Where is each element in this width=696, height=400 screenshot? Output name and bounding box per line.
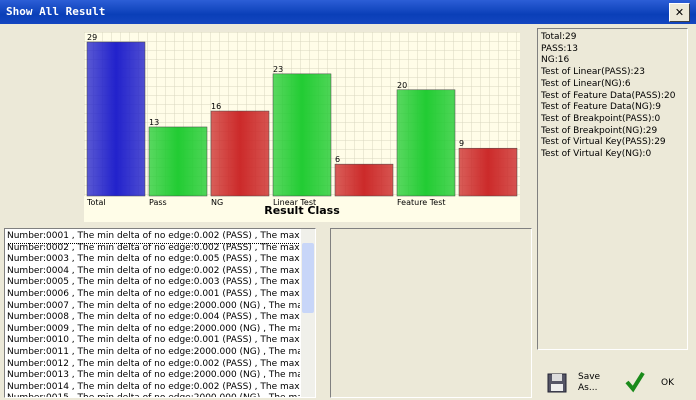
category-label: Linear Test: [273, 198, 316, 207]
result-row: Number:0003 , The min delta of no edge:0…: [7, 254, 300, 265]
ok-button[interactable]: OK: [624, 368, 684, 396]
bar: [272, 73, 332, 197]
result-row: Number:0009 , The min delta of no edge:2…: [7, 323, 300, 334]
result-row: Number:0013 , The min delta of no edge:2…: [7, 370, 300, 381]
result-row: Number:0004 , The min delta of no edge:0…: [7, 265, 300, 276]
result-row: Number:0008 , The min delta of no edge:0…: [7, 312, 300, 323]
summary-line: Test of Linear(PASS):23: [541, 67, 646, 78]
bar: [396, 89, 456, 197]
value-label: 13: [149, 118, 159, 127]
scrollbar[interactable]: [301, 229, 315, 397]
value-label: 9: [459, 139, 464, 148]
summary-line: Test of Breakpoint(PASS):0: [541, 113, 661, 124]
result-rows: Number:0001 , The min delta of no edge:0…: [7, 231, 300, 397]
result-row: Number:0001 , The min delta of no edge:0…: [7, 231, 300, 244]
value-label: 20: [397, 81, 407, 90]
result-row: Number:0012 , The min delta of no edge:0…: [7, 358, 300, 369]
detail-panel: [330, 228, 532, 398]
category-label: Feature Test: [397, 198, 446, 207]
x-axis-title: Result Class: [264, 204, 340, 217]
save-label: Save As...: [578, 372, 601, 393]
result-row: Number:0007 , The min delta of no edge:2…: [7, 300, 300, 311]
summary-list: Total:29 PASS:13 NG:16 Test of Linear(PASS)…: [537, 28, 688, 350]
value-label: 23: [273, 65, 283, 74]
bar: [458, 147, 518, 197]
scroll-thumb[interactable]: [302, 243, 314, 313]
title-bar: Show All Result ✕: [0, 0, 696, 24]
category-label: Pass: [149, 198, 167, 207]
summary-line: Test of Linear(NG):6: [541, 78, 631, 89]
save-button[interactable]: Save As...: [546, 368, 616, 396]
summary-line: Total:29: [541, 32, 577, 42]
value-label: 29: [87, 33, 97, 42]
summary-line: Test of Feature Data(NG):9: [541, 102, 661, 113]
bar: [334, 163, 394, 197]
save-icon: [547, 373, 567, 393]
value-label: 6: [335, 155, 340, 164]
category-label: NG: [211, 198, 223, 207]
summary-line: NG:16: [541, 55, 570, 66]
summary-line: Test of Virtual Key(PASS):29: [541, 137, 666, 148]
result-list[interactable]: Number:0001 , The min delta of no edge:0…: [4, 228, 316, 398]
bar: [148, 126, 208, 197]
ok-label: OK: [661, 378, 674, 388]
bar: [86, 41, 146, 197]
chart: Result Class 29 Total 13 Pass 16 NG 23 Linear T…: [84, 32, 520, 222]
bar: [210, 110, 270, 197]
summary-line: Test of Virtual Key(NG):0: [541, 149, 652, 160]
summary-line: PASS:13: [541, 43, 578, 54]
result-row: Number:0002 , The min delta of no edge:0…: [7, 242, 300, 253]
value-label: 16: [211, 102, 221, 111]
close-button[interactable]: ✕: [669, 3, 690, 22]
result-row: Number:0006 , The min delta of no edge:0…: [7, 288, 300, 299]
category-label: Total: [86, 198, 106, 207]
summary-line: Test of Feature Data(PASS):20: [541, 90, 676, 101]
window-title: Show All Result: [6, 5, 106, 18]
result-row: Number:0011 , The min delta of no edge:2…: [7, 346, 300, 357]
summary-line: Test of Breakpoint(NG):29: [541, 125, 658, 136]
result-row: Number:0014 , The min delta of no edge:0…: [7, 381, 300, 392]
result-row: Number:0015 , The min delta of no edge:2…: [7, 393, 300, 397]
result-row: Number:0005 , The min delta of no edge:0…: [7, 277, 300, 288]
ok-icon: [625, 371, 645, 393]
result-row: Number:0010 , The min delta of no edge:0…: [7, 335, 300, 346]
